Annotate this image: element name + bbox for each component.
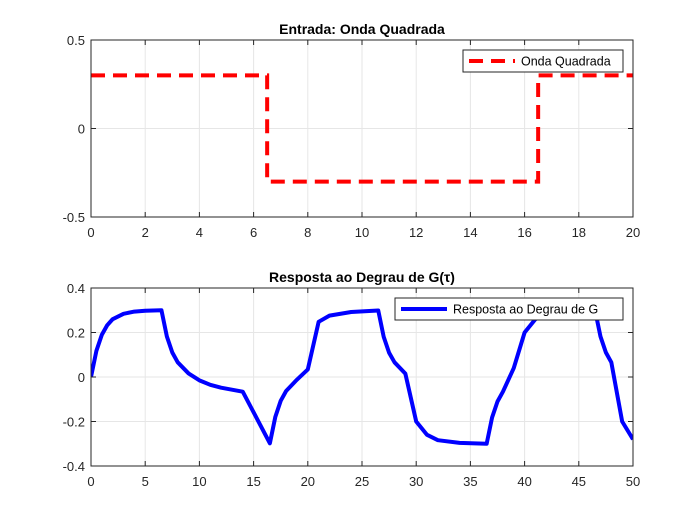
y-tick-label: 0 <box>78 122 85 137</box>
x-tick-label: 6 <box>250 225 257 240</box>
y-tick-label: 0.4 <box>67 281 85 296</box>
legend-label: Resposta ao Degrau de G <box>453 303 598 317</box>
x-tick-label: 0 <box>87 225 94 240</box>
chart-title: Resposta ao Degrau de G(τ) <box>269 269 455 285</box>
x-tick-label: 10 <box>192 474 206 489</box>
y-tick-label: 0.5 <box>67 33 85 48</box>
x-tick-label: 12 <box>409 225 423 240</box>
y-tick-label: -0.2 <box>63 415 85 430</box>
y-tick-label: -0.5 <box>63 210 85 225</box>
legend-box <box>462 49 624 73</box>
series-line-0 <box>91 308 633 446</box>
x-tick-label: 16 <box>517 225 531 240</box>
x-tick-label: 40 <box>517 474 531 489</box>
x-tick-label: 10 <box>355 225 369 240</box>
x-tick-label: 20 <box>301 474 315 489</box>
y-tick-label: -0.4 <box>63 459 85 474</box>
legend-label: Onda Quadrada <box>521 55 611 69</box>
chart-title: Entrada: Onda Quadrada <box>279 21 445 37</box>
x-tick-label: 30 <box>409 474 423 489</box>
x-tick-label: 15 <box>246 474 260 489</box>
y-tick-label: 0.2 <box>67 326 85 341</box>
x-tick-label: 5 <box>142 474 149 489</box>
x-tick-label: 25 <box>355 474 369 489</box>
x-tick-label: 45 <box>572 474 586 489</box>
plot-step-response: 0 5 10 15 20 25 30 35 40 45 50 -0.4 -0.2 0 0.2 0.4 Respo… <box>63 269 641 489</box>
x-tick-label: 4 <box>196 225 203 240</box>
legend-box <box>394 297 624 321</box>
x-tick-label: 2 <box>142 225 149 240</box>
x-tick-label: 0 <box>87 474 94 489</box>
x-tick-label: 8 <box>304 225 311 240</box>
x-tick-label: 35 <box>463 474 477 489</box>
x-tick-label: 20 <box>626 225 640 240</box>
y-tick-label: 0 <box>78 370 85 385</box>
x-tick-label: 14 <box>463 225 477 240</box>
x-tick-label: 18 <box>572 225 586 240</box>
x-tick-label: 50 <box>626 474 640 489</box>
